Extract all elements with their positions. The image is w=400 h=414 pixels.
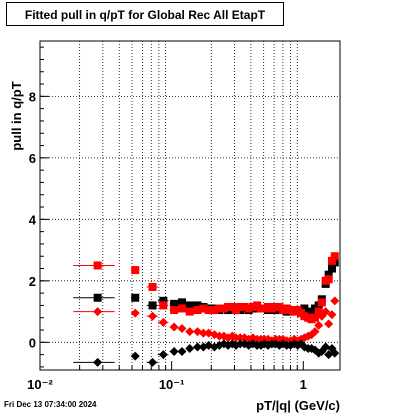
x-tick-label: 10⁻¹ (159, 377, 185, 392)
data-point-diamond (177, 347, 187, 357)
data-point-square (317, 298, 326, 307)
axes-layer: 0 2 4 6 8 10⁻² 10⁻¹ 1 (27, 46, 307, 392)
data-point-diamond (193, 342, 203, 352)
data-point-square (177, 304, 186, 313)
data-point-square (327, 256, 336, 265)
data-point-diamond (148, 357, 158, 367)
y-tick-label: 4 (29, 212, 37, 227)
data-point-diamond (327, 310, 337, 320)
chart-title-box: Fitted pull in q/pT for Global Rec All E… (6, 2, 284, 26)
data-point-diamond (330, 348, 340, 358)
y-tick-label: 6 (29, 151, 36, 166)
data-point-diamond (321, 307, 331, 317)
data-point-square (93, 293, 102, 302)
chart-title: Fitted pull in q/pT for Global Rec All E… (24, 8, 266, 22)
data-point-square (159, 301, 168, 310)
data-point-square (131, 266, 140, 275)
data-point-square (219, 304, 228, 313)
data-point-diamond (130, 308, 140, 318)
data-point-diamond (330, 296, 340, 306)
footer-timestamp: Fri Dec 13 07:34:00 2024 (4, 400, 97, 409)
data-point-square (236, 302, 245, 311)
data-point-diamond (310, 327, 320, 337)
data-point-square (324, 275, 333, 284)
data-point-diamond (169, 322, 179, 332)
data-point-square (327, 264, 336, 273)
data-point-square (330, 252, 339, 261)
data-point-square (185, 301, 194, 310)
grid-layer (40, 41, 340, 370)
data-point-square (314, 307, 323, 316)
data-point-diamond (148, 311, 158, 321)
data-point-diamond (248, 333, 258, 343)
y-tick-label: 2 (29, 274, 36, 289)
data-point-square (93, 261, 102, 270)
x-tick-label: 1 (300, 377, 307, 392)
data-point-square (310, 313, 319, 322)
data-point-square (148, 282, 157, 291)
data-point-square (193, 306, 202, 315)
data-point-square (170, 299, 179, 308)
data-point-diamond (314, 320, 324, 330)
data-point-diamond (321, 342, 331, 352)
data-point-diamond (158, 350, 168, 360)
data-point-square (193, 301, 202, 310)
data-point-square (148, 301, 157, 310)
data-point-square (324, 270, 333, 279)
data-point-square (307, 309, 316, 318)
data-point-square (240, 302, 249, 311)
data-point-diamond (248, 339, 258, 349)
data-point-diamond (93, 357, 103, 367)
data-point-diamond (324, 350, 334, 360)
data-point-diamond (214, 331, 224, 341)
x-axis-label: pT/|q| (GeV/c) (256, 398, 340, 413)
data-point-diamond (185, 327, 195, 337)
data-point-diamond (177, 323, 187, 333)
x-tick-label: 10⁻² (27, 377, 53, 392)
data-point-square (248, 302, 257, 311)
data-point-diamond (158, 317, 168, 327)
data-point-square (210, 306, 219, 315)
data-point-square (199, 304, 208, 313)
data-point-square (131, 293, 140, 302)
data-point-diamond (324, 319, 334, 329)
data-point-diamond (198, 328, 208, 338)
y-tick-label: 0 (29, 335, 36, 350)
data-point-square (204, 306, 213, 315)
data-point-square (185, 307, 194, 316)
data-point-diamond (93, 307, 103, 317)
data-point-diamond (169, 347, 179, 357)
data-point-square (177, 298, 186, 307)
y-tick-label: 8 (29, 89, 36, 104)
data-point-square (170, 306, 179, 315)
data-point-diamond (185, 343, 195, 353)
data-point-square (159, 296, 168, 305)
data-point-square (231, 306, 240, 315)
data-point-diamond (130, 351, 140, 361)
data-point-square (224, 302, 233, 311)
data-point-square (215, 304, 224, 313)
plot-frame (39, 40, 341, 371)
data-point-square (244, 304, 253, 313)
marks-layer (73, 252, 340, 367)
y-axis-label: pull in q/pT (9, 81, 24, 150)
